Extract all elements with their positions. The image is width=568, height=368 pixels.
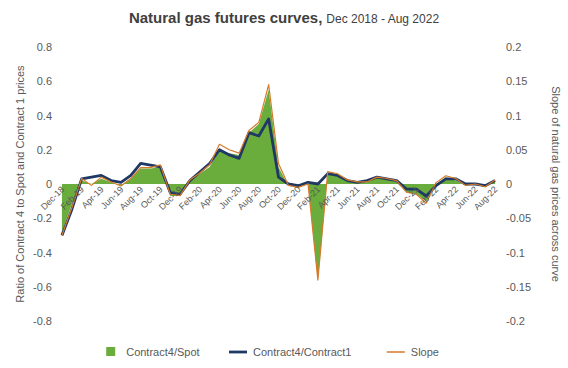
- x-tick-label: Feb-20: [177, 184, 204, 211]
- x-tick-label: Feb-21: [295, 184, 322, 211]
- y-tick: [54, 115, 57, 116]
- y-tick-label: -0.2: [33, 212, 52, 224]
- y2-tick: [500, 321, 503, 322]
- y-tick-label: 0.4: [37, 110, 52, 122]
- y-tick-label: -0.6: [33, 281, 52, 293]
- y2-tick-label: -0.15: [506, 281, 531, 293]
- legend-label: Slope: [411, 346, 439, 358]
- legend-swatch: [387, 351, 405, 353]
- y-axis-title: Ratio of Contract 4 to Spot and Contract…: [14, 65, 26, 303]
- plot-area: [62, 85, 495, 282]
- y2-axis-title: Slope of natural gas prices across curve: [550, 86, 562, 282]
- x-tick-label: Feb-22: [413, 184, 440, 211]
- y2-tick: [500, 184, 503, 185]
- y2-tick-label: 0.15: [506, 75, 527, 87]
- y-tick: [54, 321, 57, 322]
- y-tick: [54, 184, 57, 185]
- y2-tick-label: 0: [506, 178, 512, 190]
- legend-label: Contract4/Spot: [126, 346, 199, 358]
- x-tick-label: Feb-19: [59, 184, 86, 211]
- legend-swatch: [229, 351, 247, 354]
- x-tick-label: Aug-20: [236, 184, 264, 212]
- y-tick: [54, 218, 57, 219]
- line: [62, 85, 495, 280]
- title: Natural gas futures curves, Dec 2018 - Au…: [129, 9, 439, 26]
- y2-tick-label: -0.05: [506, 212, 531, 224]
- y2-tick: [500, 252, 503, 253]
- y-tick: [54, 47, 57, 48]
- y2-tick-label: 0.05: [506, 144, 527, 156]
- y-tick-label: -0.8: [33, 315, 52, 327]
- x-tick-label: Aug-21: [354, 184, 382, 212]
- y-tick-label: 0: [46, 178, 52, 190]
- y2-tick: [500, 149, 503, 150]
- y-tick: [54, 81, 57, 82]
- line: [62, 119, 495, 235]
- x-tick-label: Aug-19: [117, 184, 145, 212]
- title-main: Natural gas futures curves,: [129, 9, 322, 26]
- y2-tick: [500, 286, 503, 287]
- y-tick: [54, 149, 57, 150]
- y2-tick-label: -0.2: [506, 315, 525, 327]
- chart: Natural gas futures curves, Dec 2018 - Au…: [0, 0, 568, 368]
- y2-tick-label: 0.1: [506, 110, 521, 122]
- y2-tick: [500, 218, 503, 219]
- area: [62, 90, 495, 282]
- y-tick: [54, 252, 57, 253]
- legend-label: Contract4/Contract1: [253, 346, 351, 358]
- legend: Contract4/Spot Contract4/Contract1 Slope: [106, 346, 439, 358]
- y-tick-label: 0.2: [37, 144, 52, 156]
- x-tick-label: Aug-22: [472, 184, 500, 212]
- legend-swatch: [106, 347, 115, 356]
- y-tick-label: 0.8: [37, 41, 52, 53]
- y2-tick: [500, 47, 503, 48]
- y2-tick: [500, 81, 503, 82]
- subtitle: Dec 2018 - Aug 2022: [326, 12, 439, 26]
- y2-tick: [500, 115, 503, 116]
- y2-tick-label: -0.1: [506, 247, 525, 259]
- y-tick: [54, 286, 57, 287]
- y-tick-label: -0.4: [33, 247, 52, 259]
- y2-tick-label: 0.2: [506, 41, 521, 53]
- y-tick-label: 0.6: [37, 75, 52, 87]
